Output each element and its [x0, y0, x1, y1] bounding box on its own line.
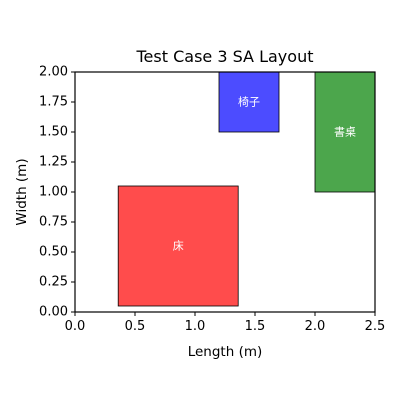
layout-rect-label-2: 書桌	[334, 125, 356, 139]
plot-frame	[74, 71, 376, 313]
y-tick-label-0: 0.00	[39, 305, 68, 320]
x-tick-label-2: 1.0	[185, 319, 206, 334]
y-axis-label: Width (m)	[14, 158, 30, 225]
chart-title: Test Case 3 SA Layout	[136, 47, 314, 66]
y-tick-label-7: 1.75	[39, 95, 68, 110]
x-tick-label-4: 2.0	[305, 319, 326, 334]
layout-rect-label-1: 椅子	[238, 95, 260, 109]
y-tick-label-8: 2.00	[39, 65, 68, 80]
x-tick-label-0: 0.0	[65, 319, 86, 334]
axis-ticks: 0.0 0.5 1.0 1.5 2.0 2.5 0.00 0.25 0.50 0.75 1.00 1.…	[39, 65, 385, 335]
x-tick-label-5: 2.5	[365, 319, 386, 334]
y-tick-label-2: 0.50	[39, 245, 68, 260]
layout-rect-0	[117, 185, 239, 307]
y-tick-label-5: 1.25	[39, 155, 68, 170]
y-tick-label-6: 1.50	[39, 125, 68, 140]
y-tick-label-1: 0.25	[39, 275, 68, 290]
y-tick-label-4: 1.00	[39, 185, 68, 200]
x-tick-label-1: 0.5	[125, 319, 146, 334]
x-axis-label: Length (m)	[188, 344, 263, 360]
layout-rect-label-0: 床	[173, 239, 184, 253]
x-tick-label-3: 1.5	[245, 319, 266, 334]
y-tick-label-3: 0.75	[39, 215, 68, 230]
layout-rect-1	[218, 71, 280, 133]
